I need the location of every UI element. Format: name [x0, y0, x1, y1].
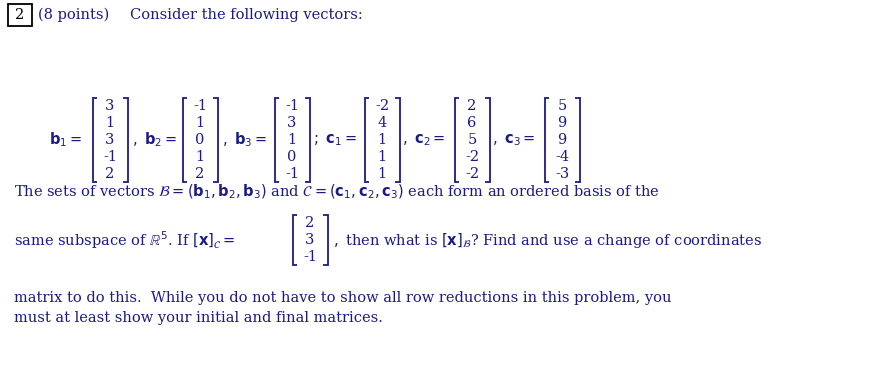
Text: -1: -1: [303, 250, 317, 264]
FancyBboxPatch shape: [8, 4, 32, 26]
Text: -1: -1: [103, 150, 117, 164]
Text: -1: -1: [193, 99, 207, 113]
Text: -2: -2: [465, 150, 479, 164]
Text: 1: 1: [378, 167, 386, 181]
Text: Consider the following vectors:: Consider the following vectors:: [130, 8, 363, 22]
Text: 2: 2: [468, 99, 476, 113]
Text: 3: 3: [305, 233, 315, 247]
Text: $,\ \mathbf{b}_3=$: $,\ \mathbf{b}_3=$: [222, 131, 267, 149]
Text: 9: 9: [558, 133, 566, 147]
Text: -1: -1: [285, 167, 299, 181]
Text: 1: 1: [196, 150, 205, 164]
Text: 9: 9: [558, 116, 566, 130]
Text: 3: 3: [105, 133, 114, 147]
Text: 1: 1: [196, 116, 205, 130]
Text: The sets of vectors $\mathcal{B} = (\mathbf{b}_1, \mathbf{b}_2, \mathbf{b}_3)$ a: The sets of vectors $\mathcal{B} = (\mat…: [14, 183, 660, 201]
Text: matrix to do this.  While you do not have to show all row reductions in this pro: matrix to do this. While you do not have…: [14, 291, 671, 305]
Text: $,\ \mathbf{b}_2=$: $,\ \mathbf{b}_2=$: [132, 131, 177, 149]
Text: $;\ \mathbf{c}_1=$: $;\ \mathbf{c}_1=$: [313, 132, 357, 148]
Text: $,\ \mathbf{c}_2=$: $,\ \mathbf{c}_2=$: [402, 132, 446, 148]
Text: 1: 1: [288, 133, 296, 147]
Text: $,$ then what is $[\mathbf{x}]_\mathcal{B}$? Find and use a change of coordinate: $,$ then what is $[\mathbf{x}]_\mathcal{…: [333, 231, 762, 250]
Text: 2: 2: [106, 167, 114, 181]
Text: must at least show your initial and final matrices.: must at least show your initial and fina…: [14, 311, 383, 325]
Text: -4: -4: [555, 150, 569, 164]
Text: 1: 1: [378, 150, 386, 164]
Text: 3: 3: [105, 99, 114, 113]
Text: 4: 4: [378, 116, 386, 130]
Text: 3: 3: [288, 116, 296, 130]
Text: $,\ \mathbf{c}_3=$: $,\ \mathbf{c}_3=$: [492, 132, 536, 148]
Text: -1: -1: [285, 99, 299, 113]
Text: $\mathbf{b}_1=$: $\mathbf{b}_1=$: [49, 131, 82, 149]
Text: 5: 5: [468, 133, 476, 147]
Text: 2: 2: [16, 8, 24, 22]
Text: 0: 0: [288, 150, 296, 164]
Text: 1: 1: [106, 116, 114, 130]
Text: -3: -3: [555, 167, 569, 181]
Text: 0: 0: [195, 133, 205, 147]
Text: 5: 5: [558, 99, 566, 113]
Text: 6: 6: [468, 116, 476, 130]
Text: -2: -2: [375, 99, 389, 113]
Text: 2: 2: [305, 216, 315, 230]
Text: 1: 1: [378, 133, 386, 147]
Text: same subspace of $\mathbb{R}^5$. If $[\mathbf{x}]_\mathcal{C} =$: same subspace of $\mathbb{R}^5$. If $[\m…: [14, 229, 235, 251]
Text: 2: 2: [196, 167, 205, 181]
Text: (8 points): (8 points): [38, 8, 109, 22]
Text: -2: -2: [465, 167, 479, 181]
